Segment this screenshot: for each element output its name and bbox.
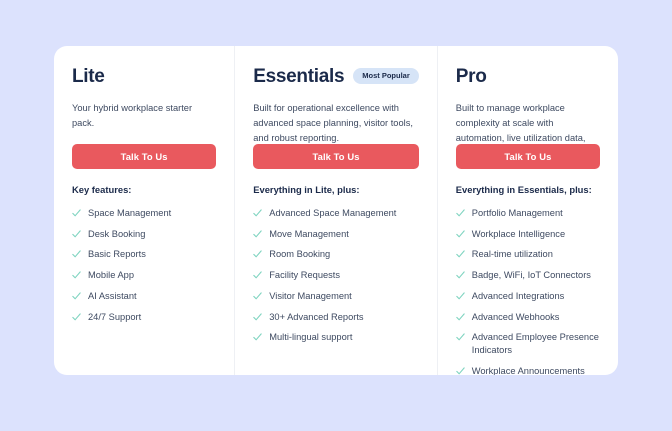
check-icon <box>456 332 465 343</box>
list-item: Real-time utilization <box>456 248 604 261</box>
features-heading-lite: Key features: <box>72 184 132 195</box>
plan-header-pro: Pro <box>456 63 600 89</box>
feature-label: Space Management <box>88 208 172 218</box>
check-icon <box>72 291 81 302</box>
check-icon <box>253 291 262 302</box>
list-item: Multi-lingual support <box>253 331 423 344</box>
list-item: Desk Booking <box>72 228 220 241</box>
plan-name-lite: Lite <box>72 65 105 87</box>
list-item: Advanced Integrations <box>456 290 604 303</box>
feature-label: Workplace Intelligence <box>471 228 566 239</box>
talk-to-us-button-essentials[interactable]: Talk To Us <box>253 144 419 169</box>
plan-description-essentials: Built for operational excellence with ad… <box>253 103 413 144</box>
feature-label: Advanced Employee Presence Indicators <box>471 332 599 355</box>
talk-to-us-button-pro[interactable]: Talk To Us <box>455 144 601 169</box>
feature-label: Real-time utilization <box>471 249 553 260</box>
check-icon <box>253 332 262 343</box>
feature-label: AI Assistant <box>88 290 137 301</box>
feature-label: 30+ Advanced Reports <box>269 311 364 322</box>
check-icon <box>72 229 81 240</box>
feature-label: Room Booking <box>269 249 331 260</box>
check-icon <box>253 208 262 219</box>
plan-header-lite: Lite <box>72 63 216 89</box>
feature-label: Facility Requests <box>269 270 341 281</box>
check-icon <box>72 249 81 260</box>
check-icon <box>456 291 465 302</box>
feature-label: Badge, WiFi, IoT Connectors <box>471 270 591 281</box>
list-item: Portfolio Management <box>456 207 604 220</box>
list-item: Advanced Employee Presence Indicators <box>456 331 604 356</box>
check-icon <box>72 270 81 281</box>
check-icon <box>456 249 465 260</box>
list-item: 24/7 Support <box>72 311 220 324</box>
check-icon <box>253 249 262 260</box>
features-heading-pro: Everything in Essentials, plus: <box>455 184 592 195</box>
check-icon <box>253 312 262 323</box>
feature-label: Move Management <box>269 228 349 239</box>
plan-name-pro: Pro <box>455 65 487 87</box>
check-icon <box>72 312 81 323</box>
features-list-essentials: Advanced Space Management Move Managemen… <box>253 207 423 352</box>
list-item: Facility Requests <box>253 269 423 282</box>
features-list-pro: Portfolio Management Workplace Intellige… <box>456 207 604 375</box>
talk-to-us-button-lite[interactable]: Talk To Us <box>72 144 217 169</box>
check-icon <box>456 312 465 323</box>
list-item: Basic Reports <box>72 248 220 261</box>
feature-label: Portfolio Management <box>471 208 563 218</box>
check-icon <box>456 208 465 219</box>
feature-label: Basic Reports <box>88 249 146 260</box>
list-item: Move Management <box>253 228 423 241</box>
list-item: 30+ Advanced Reports <box>253 311 423 324</box>
feature-label: Workplace Announcements <box>471 365 585 375</box>
features-list-lite: Space Management Desk Booking Basic Repo… <box>72 207 220 331</box>
list-item: Workplace Announcements <box>456 365 604 375</box>
feature-label: Desk Booking <box>88 228 146 239</box>
plan-column-essentials: Essentials Most Popular Built for operat… <box>234 46 437 375</box>
most-popular-badge: Most Popular <box>353 68 419 84</box>
list-item: Workplace Intelligence <box>456 228 604 241</box>
plan-description-lite: Your hybrid workplace starter pack. <box>72 103 193 129</box>
check-icon <box>72 208 81 219</box>
features-heading-essentials: Everything in Lite, plus: <box>253 184 360 195</box>
plan-column-lite: Lite Your hybrid workplace starter pack.… <box>54 46 234 375</box>
feature-label: Multi-lingual support <box>269 332 353 343</box>
feature-label: 24/7 Support <box>88 311 142 322</box>
plan-column-pro: Pro Built to manage workplace complexity… <box>436 46 618 375</box>
list-item: Advanced Webhooks <box>456 311 604 324</box>
check-icon <box>253 270 262 281</box>
check-icon <box>456 366 465 375</box>
feature-label: Advanced Space Management <box>269 208 397 218</box>
list-item: Advanced Space Management <box>253 207 423 220</box>
check-icon <box>253 229 262 240</box>
list-item: Badge, WiFi, IoT Connectors <box>456 269 604 282</box>
plan-name-essentials: Essentials <box>253 65 345 87</box>
feature-label: Mobile App <box>88 270 134 281</box>
feature-label: Advanced Integrations <box>471 290 565 301</box>
feature-label: Visitor Management <box>269 290 352 301</box>
check-icon <box>456 270 465 281</box>
check-icon <box>456 229 465 240</box>
list-item: Room Booking <box>253 248 423 261</box>
list-item: Mobile App <box>72 269 220 282</box>
list-item: Visitor Management <box>253 290 423 303</box>
plan-header-essentials: Essentials Most Popular <box>253 63 419 89</box>
list-item: Space Management <box>72 207 220 220</box>
pricing-card: Lite Your hybrid workplace starter pack.… <box>54 46 618 375</box>
feature-label: Advanced Webhooks <box>471 311 560 322</box>
list-item: AI Assistant <box>72 290 220 303</box>
